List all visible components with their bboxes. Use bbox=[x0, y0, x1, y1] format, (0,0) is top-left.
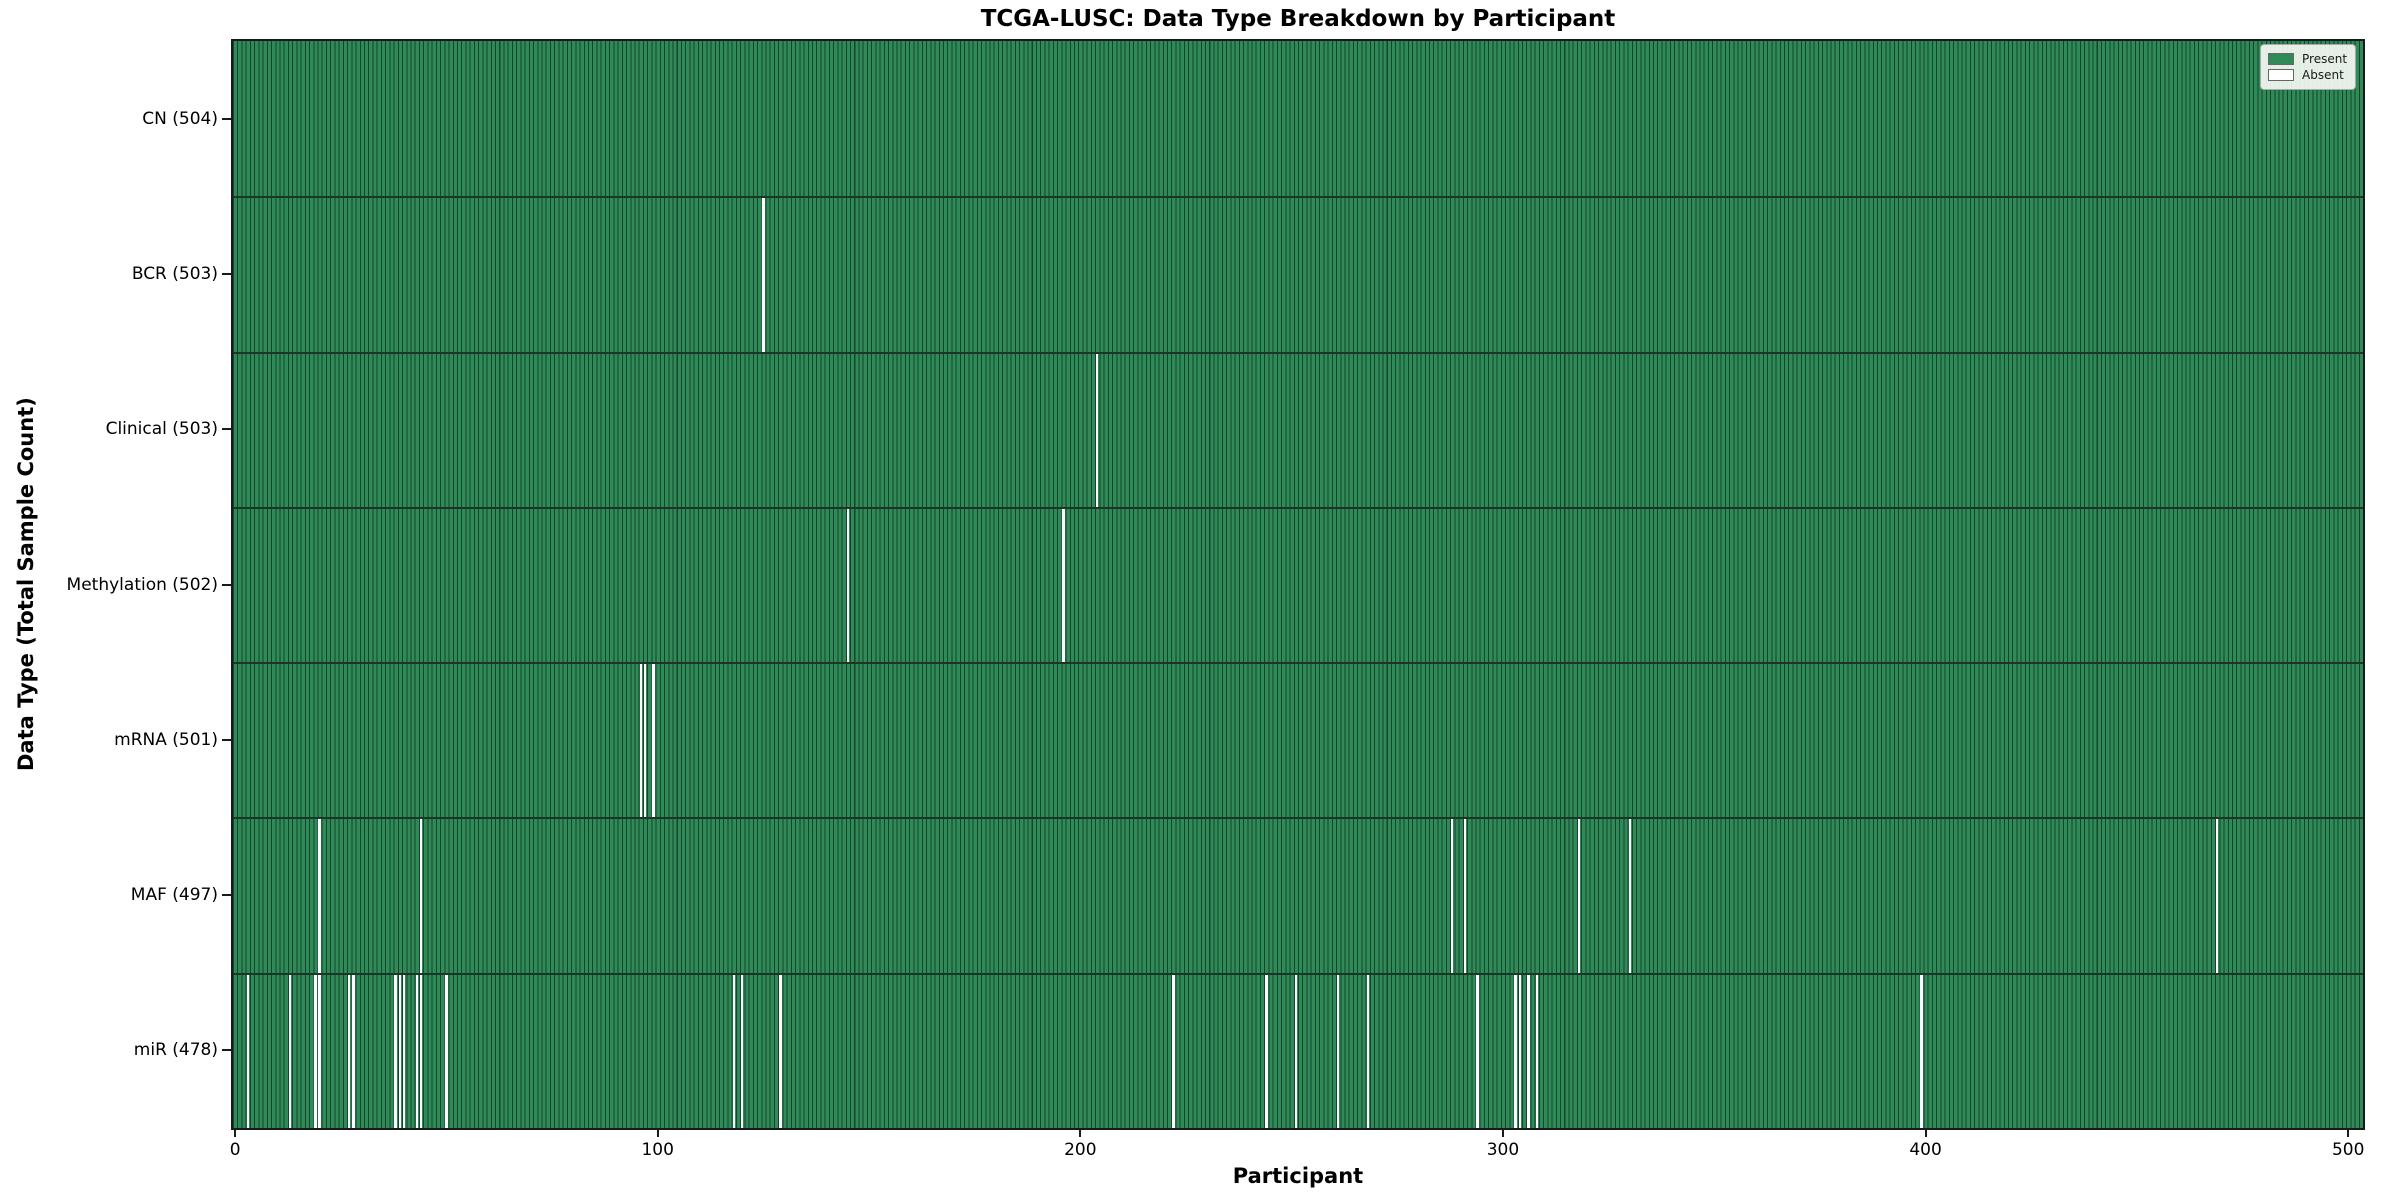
xtick-label-100: 100 bbox=[641, 1140, 674, 1160]
absent-stripe bbox=[246, 974, 249, 1128]
absent-stripe bbox=[846, 508, 850, 663]
absent-stripe bbox=[652, 664, 655, 818]
absent-stripe bbox=[762, 198, 765, 352]
absent-stripe bbox=[1062, 508, 1065, 663]
absent-stripe bbox=[1172, 974, 1175, 1128]
ytick-label-Methylation: Methylation (502) bbox=[66, 574, 218, 595]
absent-stripe bbox=[398, 974, 402, 1128]
absent-stripe bbox=[445, 974, 448, 1128]
ytick-mark bbox=[222, 428, 231, 431]
ytick-label-mRNA: mRNA (501) bbox=[114, 729, 218, 750]
legend-entry-present: Present bbox=[2268, 52, 2348, 66]
ytick-label-miR: miR (478) bbox=[133, 1040, 218, 1061]
xtick-label-300: 300 bbox=[1486, 1140, 1520, 1160]
absent-stripe bbox=[1920, 974, 1923, 1128]
row-CN bbox=[233, 41, 2363, 196]
xtick-label-0: 0 bbox=[229, 1140, 241, 1160]
x-axis-label: Participant bbox=[1232, 1164, 1364, 1188]
absent-stripe bbox=[394, 974, 397, 1128]
xtick-mark bbox=[2347, 1128, 2350, 1137]
plot-area bbox=[233, 41, 2363, 1128]
row-mRNA bbox=[233, 662, 2363, 818]
absent-stripe bbox=[1451, 819, 1454, 973]
absent-stripe bbox=[1096, 353, 1099, 507]
absent-stripe bbox=[1518, 974, 1522, 1128]
row-miR bbox=[233, 972, 2363, 1128]
absent-stripe bbox=[639, 664, 643, 818]
absent-stripe bbox=[1294, 974, 1298, 1128]
absent-stripe bbox=[352, 974, 355, 1128]
absent-stripe bbox=[2215, 819, 2219, 973]
xtick-label-400: 400 bbox=[1909, 1140, 1942, 1160]
ytick-label-BCR: BCR (503) bbox=[131, 263, 218, 284]
absent-stripe bbox=[643, 664, 647, 818]
absent-stripe bbox=[1514, 974, 1517, 1128]
xtick-mark bbox=[656, 1128, 659, 1137]
ytick-mark bbox=[222, 738, 231, 741]
absent-stripe bbox=[1527, 974, 1530, 1128]
absent-stripe bbox=[318, 974, 321, 1128]
xtick-mark bbox=[234, 1128, 237, 1137]
absent-stripe bbox=[1336, 974, 1340, 1128]
chart-title: TCGA-LUSC: Data Type Breakdown by Partic… bbox=[980, 6, 1616, 32]
absent-stripe bbox=[318, 819, 321, 973]
ytick-label-MAF: MAF (497) bbox=[130, 885, 218, 906]
xtick-label-200: 200 bbox=[1064, 1140, 1097, 1160]
row-BCR bbox=[233, 196, 2363, 352]
legend-label-present: Present bbox=[2302, 52, 2348, 66]
legend-label-absent: Absent bbox=[2302, 68, 2344, 82]
absent-stripe bbox=[1577, 819, 1581, 973]
ytick-mark bbox=[222, 117, 231, 120]
absent-stripe bbox=[314, 974, 317, 1128]
ytick-label-CN: CN (504) bbox=[142, 108, 218, 129]
row-MAF bbox=[233, 817, 2363, 973]
ytick-mark bbox=[222, 583, 231, 586]
absent-stripe bbox=[1628, 819, 1631, 973]
ytick-label-Clinical: Clinical (503) bbox=[105, 419, 218, 440]
absent-stripe bbox=[415, 974, 419, 1128]
legend: Present Absent bbox=[2260, 44, 2356, 90]
xtick-mark bbox=[1501, 1128, 1504, 1137]
absent-stripe bbox=[288, 974, 292, 1128]
absent-stripe bbox=[741, 974, 744, 1128]
xtick-mark bbox=[1924, 1128, 1927, 1137]
absent-stripe bbox=[419, 974, 423, 1128]
absent-stripe bbox=[1366, 974, 1369, 1128]
absent-stripe bbox=[1535, 974, 1538, 1128]
row-Clinical bbox=[233, 351, 2363, 507]
absent-stripe bbox=[1463, 819, 1467, 973]
absent-stripe bbox=[779, 974, 782, 1128]
absent-stripe bbox=[348, 974, 351, 1128]
absent-stripe bbox=[732, 974, 735, 1128]
absent-stripe bbox=[419, 819, 423, 973]
absent-swatch-icon bbox=[2268, 69, 2294, 81]
xtick-mark bbox=[1079, 1128, 1082, 1137]
legend-entry-absent: Absent bbox=[2268, 68, 2348, 82]
xtick-label-500: 500 bbox=[2331, 1140, 2365, 1160]
absent-stripe bbox=[402, 974, 406, 1128]
ytick-mark bbox=[222, 1049, 231, 1052]
absent-stripe bbox=[1476, 974, 1479, 1128]
ytick-mark bbox=[222, 272, 231, 275]
row-Methylation bbox=[233, 506, 2363, 663]
present-swatch-icon bbox=[2268, 53, 2294, 65]
ytick-mark bbox=[222, 894, 231, 897]
absent-stripe bbox=[1265, 974, 1268, 1128]
